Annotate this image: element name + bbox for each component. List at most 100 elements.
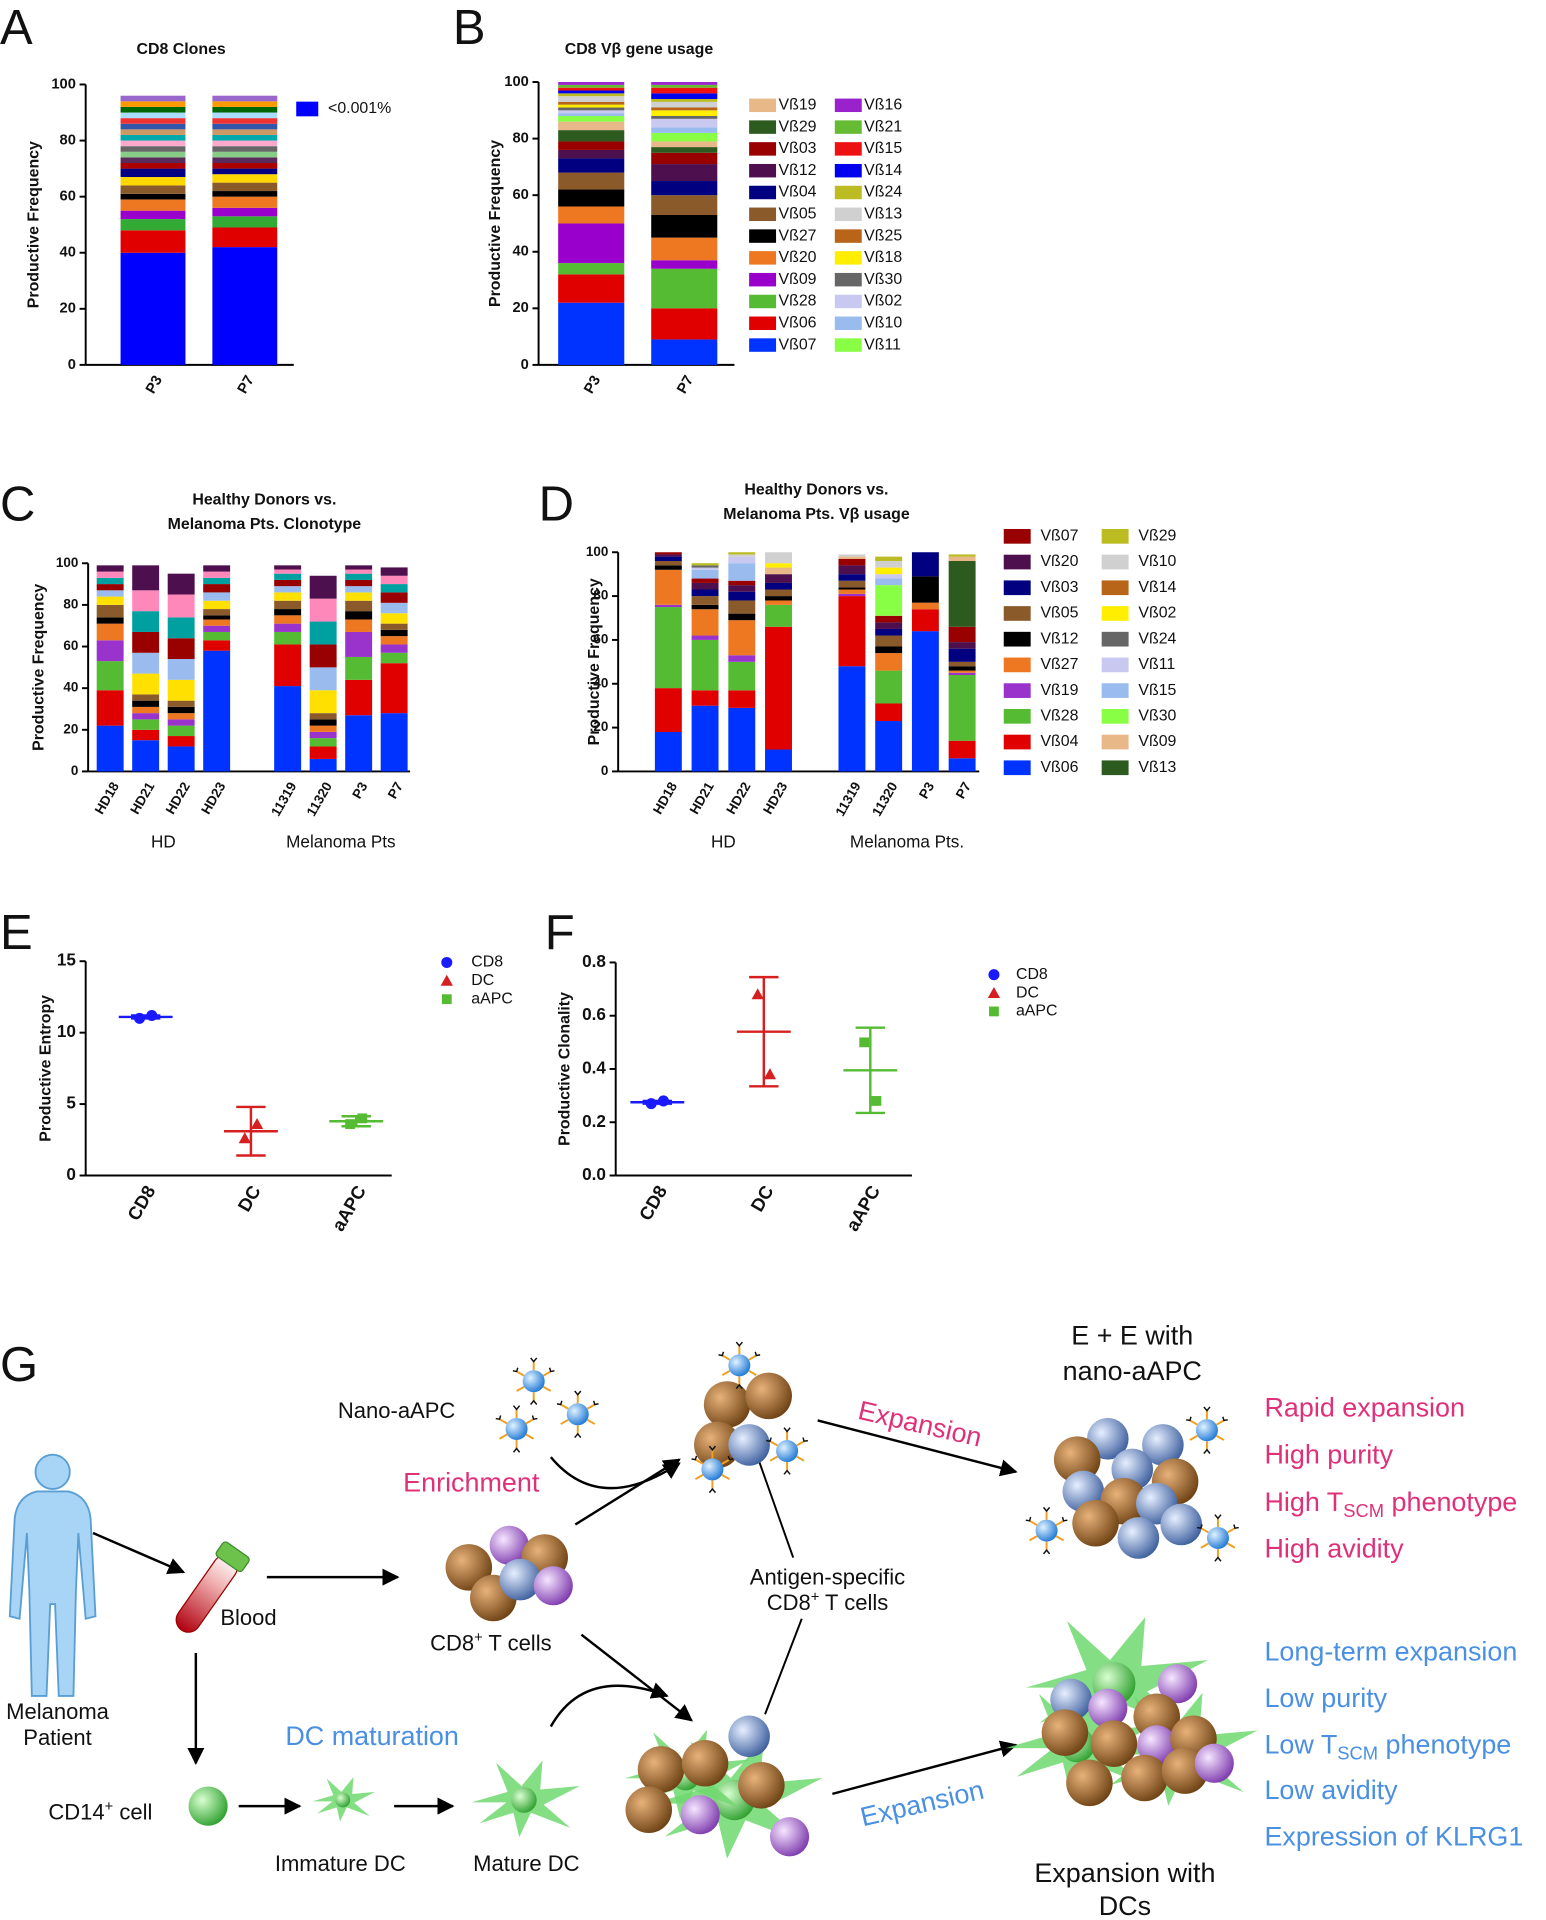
bar-segment xyxy=(345,631,373,657)
bar-segment xyxy=(132,719,160,730)
bar-segment xyxy=(948,672,976,675)
feature: Expression of KLRG1 xyxy=(1264,1821,1523,1851)
legend-swatch xyxy=(749,207,777,222)
bar-segment xyxy=(132,713,160,720)
x-tick-label: DC xyxy=(746,1182,777,1215)
bar-segment xyxy=(728,707,756,772)
bar-segment xyxy=(651,214,718,238)
bar-segment xyxy=(558,93,625,97)
bar-segment xyxy=(274,623,302,632)
bar-segment xyxy=(691,635,719,640)
bar-segment xyxy=(203,584,231,593)
bar-segment xyxy=(765,596,792,601)
bar-segment xyxy=(380,636,408,645)
bar-segment xyxy=(765,563,792,568)
feature: High avidity xyxy=(1264,1534,1404,1564)
legend-label: Vß14 xyxy=(864,162,902,179)
bar-segment xyxy=(120,157,186,164)
nano-aapc xyxy=(765,1426,809,1476)
legend-swatch xyxy=(749,142,777,156)
bar-segment xyxy=(654,561,682,566)
bar-segment xyxy=(380,663,408,714)
bar-segment xyxy=(120,252,186,365)
bar-segment xyxy=(911,576,939,603)
nano-aapc xyxy=(511,1356,556,1406)
chart-title: Healthy Donors vs. xyxy=(192,491,336,508)
bar-segment xyxy=(691,690,719,706)
bar-segment xyxy=(132,590,160,612)
bar-segment xyxy=(345,679,373,716)
legend-marker xyxy=(989,1006,999,1017)
bar-segment xyxy=(309,621,337,645)
bar-segment xyxy=(558,110,625,114)
bar-segment xyxy=(309,746,337,759)
bar-segment xyxy=(212,146,278,152)
bar-segment xyxy=(132,673,160,695)
bar-segment xyxy=(212,174,278,183)
bar-segment xyxy=(558,107,625,111)
bar-segment xyxy=(654,731,682,772)
nano-aapc xyxy=(555,1390,600,1439)
legend-swatch xyxy=(1003,760,1031,776)
x-tick-label: HD22 xyxy=(163,779,193,816)
data-point xyxy=(250,1117,264,1129)
bar-segment xyxy=(380,602,408,614)
t-cell xyxy=(681,1740,729,1787)
legend-swatch xyxy=(749,185,777,200)
panel-letter: B xyxy=(453,1,486,55)
y-tick-label: 20 xyxy=(63,721,78,736)
bar-segment xyxy=(212,123,278,130)
bar-segment xyxy=(345,573,373,580)
legend-label: Vß04 xyxy=(779,184,817,201)
bar-segment xyxy=(167,725,195,737)
bar-segment xyxy=(728,552,756,555)
bar-segment xyxy=(309,731,337,739)
legend-label: Vß05 xyxy=(1040,605,1078,622)
bar-segment xyxy=(132,700,160,707)
data-point xyxy=(134,1012,146,1024)
bar-segment xyxy=(132,565,160,591)
bar-segment xyxy=(167,573,195,595)
bar-segment xyxy=(728,600,756,614)
bar-segment xyxy=(380,629,408,637)
bar-segment xyxy=(838,565,866,575)
legend-swatch xyxy=(1101,528,1129,544)
bar-segment xyxy=(691,563,719,566)
bar-segment xyxy=(875,670,903,704)
bar-segment xyxy=(345,586,373,593)
data-point xyxy=(146,1010,158,1022)
x-tick-label: aAPC xyxy=(841,1182,884,1235)
bar-segment xyxy=(558,87,625,91)
bar-segment xyxy=(558,158,625,173)
y-axis-label: Productive Entropy xyxy=(38,995,55,1142)
bar-segment xyxy=(948,554,976,557)
legend-swatch xyxy=(1101,580,1129,596)
bar-segment xyxy=(167,746,195,772)
legend-label: Vß04 xyxy=(1040,733,1078,750)
bar-segment xyxy=(691,604,719,610)
y-tick-label: 80 xyxy=(63,596,78,611)
x-tick-label: 11320 xyxy=(304,779,335,818)
t-cell xyxy=(1066,1759,1113,1807)
legend-swatch xyxy=(834,163,862,178)
bar-segment xyxy=(380,575,408,585)
legend-label: CD8 xyxy=(1016,966,1048,983)
x-tick-label: P7 xyxy=(674,373,697,397)
bar-segment xyxy=(96,577,124,585)
t-cell xyxy=(680,1795,720,1835)
bar-segment xyxy=(691,705,719,772)
legend-swatch xyxy=(749,272,777,287)
x-tick-label: HD18 xyxy=(92,779,122,817)
bar-segment xyxy=(728,580,756,586)
bar-segment xyxy=(274,686,302,772)
bar-segment xyxy=(651,237,718,261)
panel-letter: A xyxy=(0,1,33,55)
label-text: T cells xyxy=(483,1631,552,1656)
legend-label: DC xyxy=(471,972,494,989)
bar-segment xyxy=(167,659,195,680)
y-axis-label: Productive Clonality xyxy=(557,992,574,1146)
bar-segment xyxy=(167,700,195,707)
y-tick-label: 0.6 xyxy=(582,1004,606,1024)
bar-segment xyxy=(651,115,718,119)
